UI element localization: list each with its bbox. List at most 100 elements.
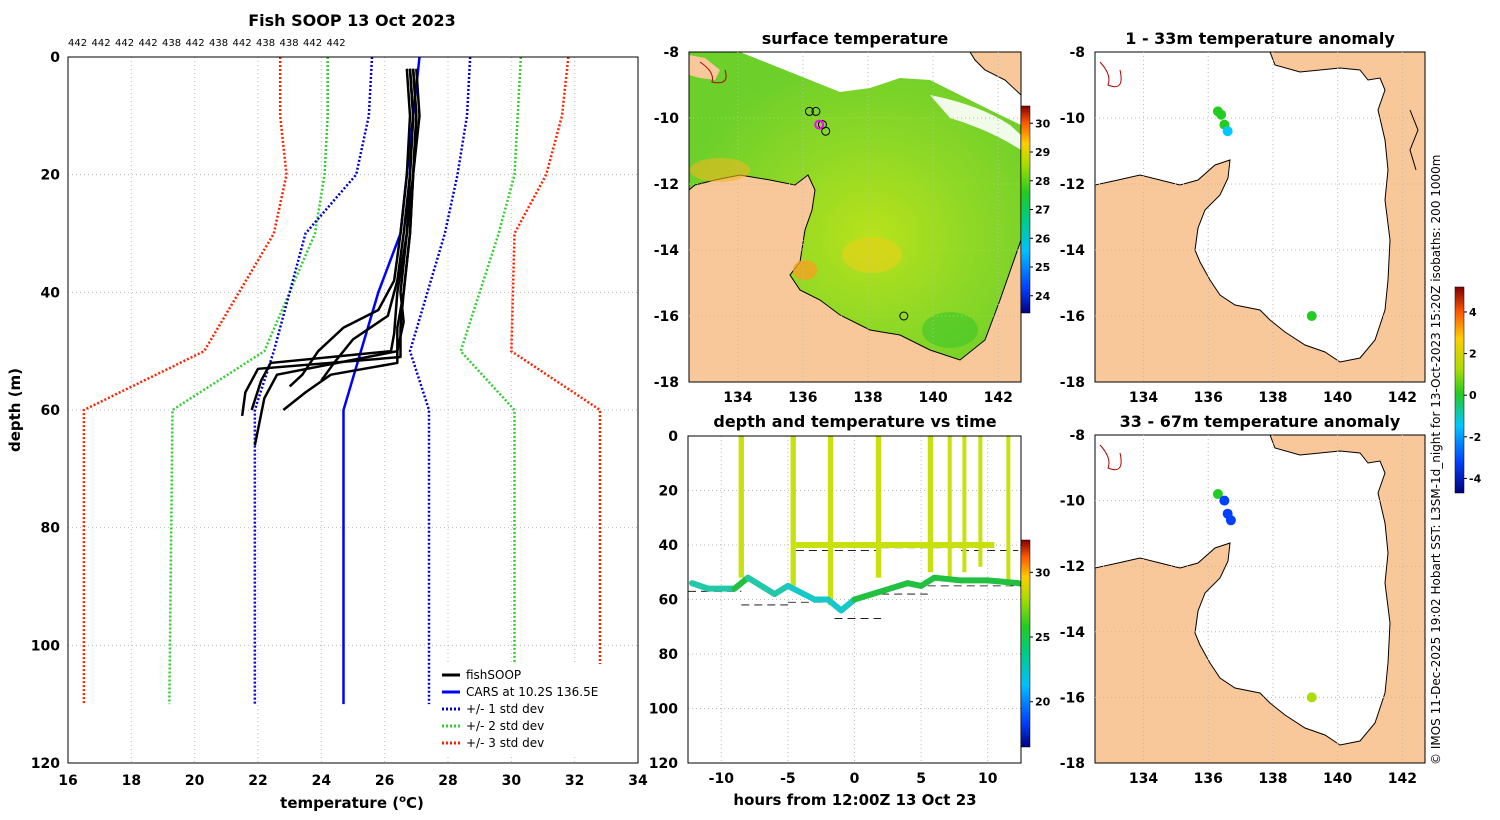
colorbar-tick-label: -2 (1469, 431, 1481, 444)
y-tick-label: 20 (41, 168, 61, 184)
lat-tick-label: -14 (1060, 625, 1086, 641)
fishsoop-profile (320, 68, 415, 382)
depth-time-title: depth and temperature vs time (713, 412, 996, 431)
colorbar-tick-label: 30 (1035, 566, 1051, 579)
colorbar-tick-label: 29 (1035, 146, 1050, 159)
depth-time-panel: depth and temperature vs time -10 -5 0 5 100… (649, 412, 1051, 809)
profile-legend: fishSOOP CARS at 10.2S 136.5E +/- 1 std … (436, 664, 624, 756)
dt-x-tick-label: -10 (709, 771, 735, 787)
lon-tick-label: 134 (1129, 390, 1158, 406)
dt-cast-column (947, 436, 952, 578)
anom1-sea (1095, 52, 1391, 363)
station-marker (821, 126, 831, 136)
y-tick-label: 80 (41, 521, 61, 537)
anomaly-point (1212, 489, 1223, 500)
lat-tick-label: -18 (1060, 375, 1085, 391)
anom2-coast-pngborder (1099, 444, 1122, 471)
highlight-marker (814, 119, 825, 130)
dt-y-tick-label: 60 (659, 593, 679, 609)
colorbar-tick-label: 25 (1035, 261, 1050, 274)
dt-y-tick-label: 120 (649, 756, 678, 772)
x-tick-label: 16 (58, 773, 77, 789)
profile-y-label: depth (m) (6, 368, 24, 452)
x-tick-label: 32 (565, 773, 584, 789)
lon-tick-label: 142 (1388, 390, 1417, 406)
x-tick-label: 22 (248, 773, 267, 789)
lat-tick-label: -8 (1069, 45, 1085, 61)
anomaly-1-33-points (1212, 106, 1317, 321)
anomaly-33-67-title: 33 - 67m temperature anomaly (1120, 412, 1401, 431)
sst-map-ticks: 134 136 138 140 142 -8 -10 -12 -14 -16 -18 (654, 45, 1013, 406)
dt-cast-column (827, 436, 834, 605)
sst-warm-patch-west (690, 158, 750, 182)
anomaly-1-33-box (1094, 51, 1426, 383)
top-label: 442 (115, 38, 134, 49)
colorbar-tick-label: 24 (1035, 290, 1051, 303)
anomaly-point (1216, 109, 1227, 120)
anomaly-point (1225, 515, 1236, 526)
lon-tick-label: 142 (984, 390, 1013, 406)
top-label: 438 (209, 38, 228, 49)
lon-tick-label: 138 (1258, 771, 1287, 787)
colorbar-tick-label: 30 (1035, 117, 1051, 130)
lat-tick-label: -12 (654, 177, 679, 193)
colorbar-tick-label: 28 (1035, 175, 1050, 188)
fishsoop-profile (282, 68, 421, 411)
lon-tick-label: 136 (1194, 771, 1223, 787)
dt-y-tick-label: 100 (649, 702, 678, 718)
sst-cloud-north (740, 52, 1021, 125)
lon-tick-label: 134 (723, 390, 752, 406)
colorbar-tick-label: 20 (1035, 696, 1051, 709)
sst-landmass-nw (689, 55, 720, 80)
profile-fishsoop-lines (240, 68, 421, 446)
lat-tick-label: -10 (1060, 494, 1086, 510)
lat-tick-label: -8 (1069, 428, 1085, 444)
lat-tick-label: -8 (663, 45, 679, 61)
lat-tick-label: -14 (1060, 243, 1086, 259)
dt-bottom-segment (851, 588, 885, 603)
x-tick-label: 26 (375, 773, 394, 789)
anomaly-1-33-ticks: 134 136 138 140 142 -8 -10 -12 -14 -16 -18 (1060, 45, 1417, 406)
lat-tick-label: -10 (654, 111, 680, 127)
sst-map-title: surface temperature (762, 29, 949, 48)
station-marker (899, 311, 909, 321)
top-label: 442 (68, 38, 87, 49)
top-label: 442 (327, 38, 346, 49)
std-line-plus2 (459, 56, 523, 705)
dt-bottom-segment (931, 574, 965, 584)
sst-map-panel: surface temperature 134 136 138 140 142 -8 -10… (654, 29, 1051, 406)
station-marker (804, 106, 814, 116)
lon-tick-label: 140 (1323, 771, 1352, 787)
lat-tick-label: -12 (1060, 559, 1085, 575)
lon-tick-label: 136 (1194, 390, 1223, 406)
dt-x-tick-label: 0 (850, 771, 860, 787)
dt-y-tick-label: 80 (659, 647, 679, 663)
cars-mean-line (342, 56, 421, 705)
x-tick-label: 30 (502, 773, 522, 789)
dt-bottom-segment (784, 582, 818, 603)
anomaly-point (1306, 692, 1317, 703)
top-label: 438 (280, 38, 299, 49)
anomaly-33-67-grid (1095, 435, 1425, 763)
legend-label-fishsoop: fishSOOP (466, 668, 521, 682)
anomaly-33-67-panel: 33 - 67m temperature anomaly 134 136 138 14… (1060, 286, 1482, 787)
top-label: 438 (256, 38, 275, 49)
anomaly-33-67-ticks: 134 136 138 140 142 -8 -10 -12 -14 -16 -18 (1060, 428, 1417, 787)
dt-cast-column (1006, 436, 1011, 586)
lat-tick-label: -14 (654, 243, 680, 259)
lon-tick-label: 140 (1323, 390, 1352, 406)
profile-x-label: temperature (oC) (280, 794, 424, 812)
dt-cast-column (978, 436, 983, 567)
y-tick-label: 60 (41, 403, 61, 419)
dt-x-tick-label: 10 (978, 771, 998, 787)
dt-bottom-segment (984, 577, 1021, 587)
depth-time-casts (738, 436, 1011, 605)
station-marker (811, 106, 821, 116)
anomaly-1-33-grid (1095, 52, 1425, 382)
lat-tick-label: -12 (1060, 177, 1085, 193)
dt-cast-column (875, 436, 882, 578)
sst-station-markers (804, 106, 909, 321)
lon-tick-label: 142 (1388, 771, 1417, 787)
